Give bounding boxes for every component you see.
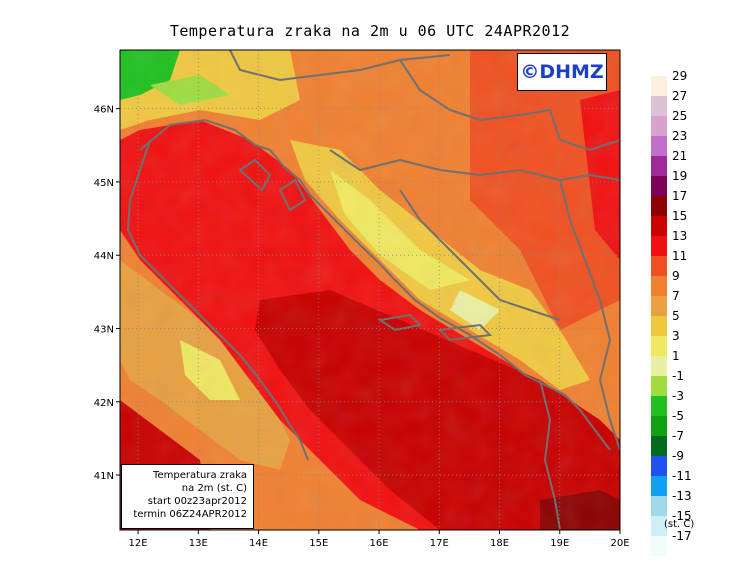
- legend-swatch: [651, 236, 667, 256]
- legend-label: 3: [672, 329, 680, 343]
- color-legend: 29 27 25 23 21 19 17 15 13 11 9 7 5 3 1 -1 -3 -5 -7 -9 -11 -1…: [651, 69, 692, 556]
- info-line-3: start 00z23apr2012: [147, 496, 247, 507]
- map-frame: [119, 49, 621, 531]
- info-line-4: termin 06Z24APR2012: [133, 509, 247, 520]
- x-tick-label: 18E: [490, 538, 509, 549]
- y-axis: 46N 45N 44N 43N 42N 41N: [94, 105, 120, 482]
- legend-swatch: [651, 476, 667, 496]
- legend-label: -13: [672, 489, 692, 503]
- legend-swatch: [651, 156, 667, 176]
- legend-swatch: [651, 456, 667, 476]
- y-tick-label: 44N: [94, 251, 114, 262]
- legend-label: -1: [672, 369, 684, 383]
- temperature-field: [120, 50, 620, 530]
- legend-label: 27: [672, 89, 687, 103]
- y-tick-label: 41N: [94, 471, 114, 482]
- noise-texture: [120, 50, 620, 530]
- legend-swatch: [651, 376, 667, 396]
- legend-swatch: [651, 96, 667, 116]
- y-tick-label: 42N: [94, 398, 114, 409]
- info-line-1: Temperatura zraka: [153, 470, 247, 481]
- legend-swatch: [651, 436, 667, 456]
- legend-swatch: [651, 396, 667, 416]
- legend-label: -5: [672, 409, 684, 423]
- legend-label: -17: [672, 529, 692, 543]
- legend-label: 15: [672, 209, 687, 223]
- legend-swatch: [651, 336, 667, 356]
- legend-unit: (st. C): [664, 519, 695, 530]
- islands: [238, 158, 493, 342]
- legend-label: 19: [672, 169, 687, 183]
- legend-swatch: [651, 496, 667, 516]
- x-axis: 12E 13E 14E 15E 16E 17E 18E 19E 20E: [129, 530, 630, 549]
- legend-swatch: [651, 316, 667, 336]
- legend-label: 23: [672, 129, 687, 143]
- x-tick-label: 19E: [550, 538, 569, 549]
- legend-swatch: [651, 276, 667, 296]
- albania-border: [539, 379, 561, 530]
- italy-coastline: [126, 139, 309, 461]
- pannonian-border: [399, 59, 620, 152]
- legend-label: -9: [672, 449, 684, 463]
- sava-border: [329, 149, 620, 182]
- y-tick-label: 43N: [94, 324, 114, 335]
- legend-label: 29: [672, 69, 687, 83]
- east-border: [559, 179, 620, 451]
- legend-swatch: [651, 76, 667, 96]
- east-coastline: [139, 118, 611, 451]
- legend-label: -7: [672, 429, 684, 443]
- x-tick-label: 20E: [610, 538, 629, 549]
- legend-label: 21: [672, 149, 687, 163]
- legend-swatch: [651, 216, 667, 236]
- legend-swatch: [651, 416, 667, 436]
- y-tick-label: 46N: [94, 105, 114, 116]
- legend-label: 13: [672, 229, 687, 243]
- legend-swatch: [651, 256, 667, 276]
- legend-swatch: [651, 196, 667, 216]
- chart-title: Temperatura zraka na 2m u 06 UTC 24APR20…: [169, 22, 571, 40]
- dhmz-watermark: ©DHMZ: [517, 53, 607, 91]
- legend-label: 17: [672, 189, 687, 203]
- x-tick-label: 13E: [189, 538, 208, 549]
- bih-border: [399, 189, 561, 321]
- legend-label: -15: [672, 509, 692, 523]
- y-tick-label: 45N: [94, 178, 114, 189]
- legend-label: -11: [672, 469, 692, 483]
- legend-swatch: [651, 176, 667, 196]
- legend-swatch: [651, 136, 667, 156]
- legend-label: -3: [672, 389, 684, 403]
- info-box: Temperatura zraka na 2m (st. C) start 00…: [121, 464, 254, 529]
- x-tick-label: 16E: [370, 538, 389, 549]
- x-tick-label: 14E: [249, 538, 268, 549]
- legend-label: 1: [672, 349, 680, 363]
- legend-swatch: [651, 296, 667, 316]
- x-tick-label: 17E: [430, 538, 449, 549]
- info-line-2: na 2m (st. C): [181, 483, 247, 494]
- x-tick-label: 12E: [129, 538, 148, 549]
- x-tick-label: 15E: [309, 538, 328, 549]
- legend-swatch: [651, 536, 667, 556]
- legend-label: 25: [672, 109, 687, 123]
- coastlines: [126, 50, 620, 530]
- legend-swatch: [651, 116, 667, 136]
- legend-label: 9: [672, 269, 680, 283]
- legend-swatch: [651, 516, 667, 536]
- legend-label: 11: [672, 249, 687, 263]
- graticule: [120, 50, 621, 530]
- legend-label: 7: [672, 289, 680, 303]
- legend-swatch: [651, 356, 667, 376]
- legend-label: 5: [672, 309, 680, 323]
